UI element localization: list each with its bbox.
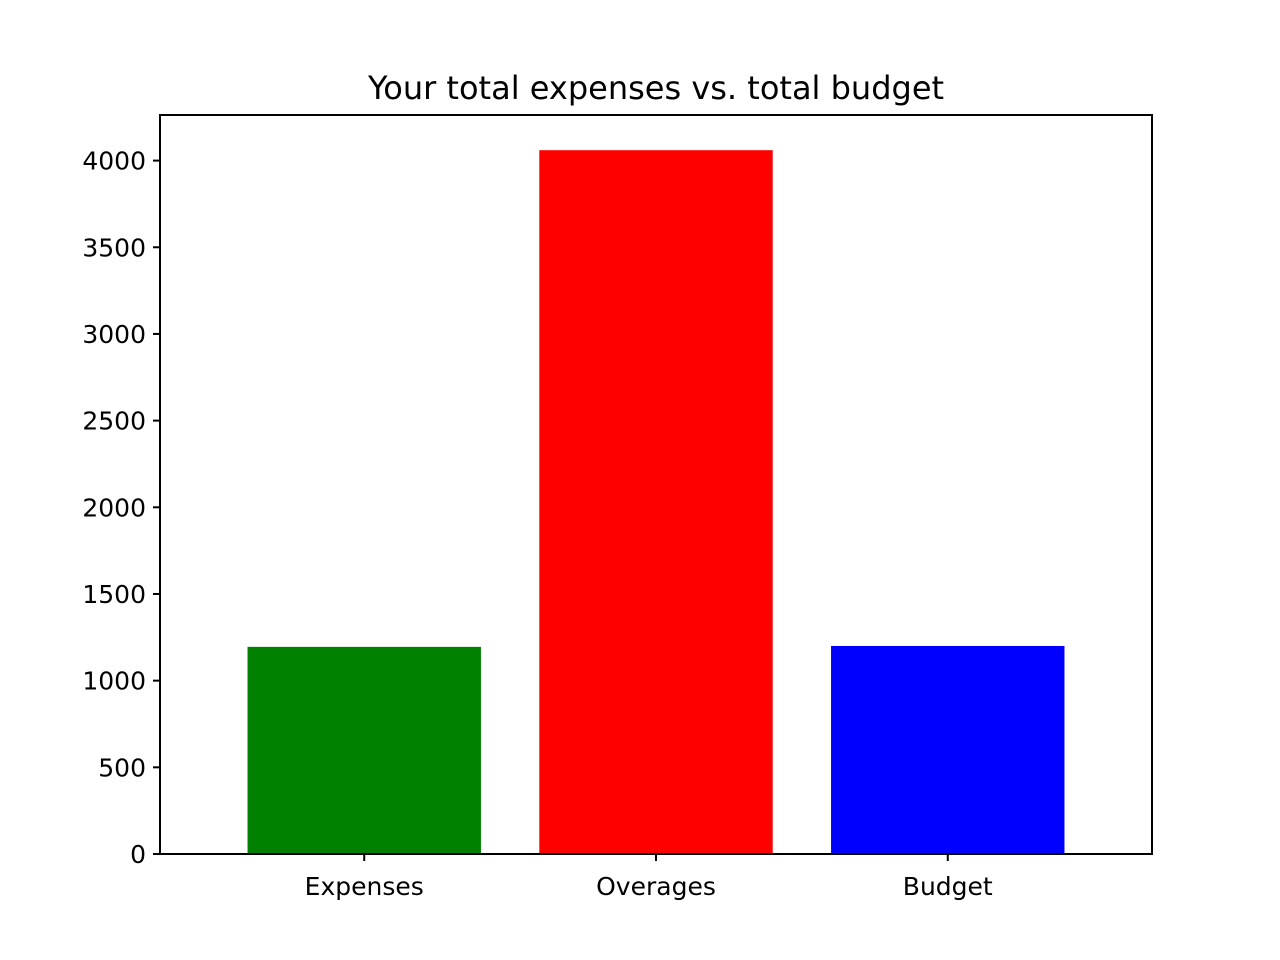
bar-budget <box>831 645 1065 854</box>
plot-frame <box>159 114 1153 855</box>
y-tick-label: 2500 <box>82 407 146 436</box>
y-tick-label: 3000 <box>82 320 146 349</box>
y-axis: 0 500 1000 1500 2000 2500 3000 3500 4000 <box>82 147 160 869</box>
bar-overages <box>539 150 773 854</box>
y-tick-label: 4000 <box>82 147 146 176</box>
y-tick-label: 500 <box>98 753 146 782</box>
y-tick-label: 1000 <box>82 667 146 696</box>
x-tick-label: Budget <box>903 872 993 901</box>
y-tick-label: 0 <box>130 840 146 869</box>
x-tick-label: Expenses <box>305 872 424 901</box>
bars-group <box>247 150 1065 854</box>
x-axis: Expenses Overages Budget <box>305 854 993 901</box>
y-tick-label: 3500 <box>82 233 146 262</box>
bar-expenses <box>247 646 481 854</box>
y-tick-label: 1500 <box>82 580 146 609</box>
chart-title: Your total expenses vs. total budget <box>367 69 944 107</box>
y-tick-label: 2000 <box>82 493 146 522</box>
x-tick-label: Overages <box>596 872 716 901</box>
